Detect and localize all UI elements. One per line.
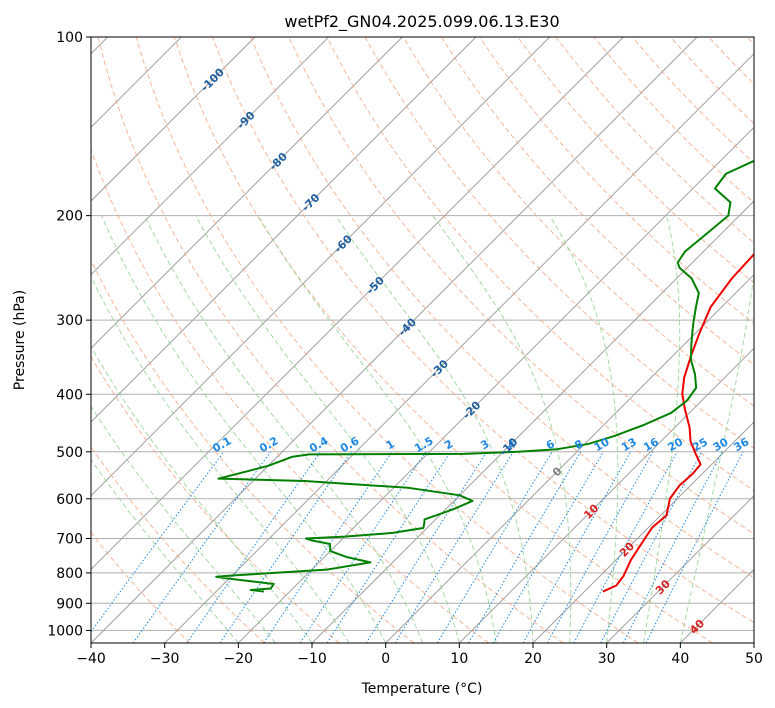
y-tick-label: 500 [56,445,83,461]
x-tick-label: 30 [598,651,616,667]
mixing-ratio-line [326,451,451,643]
x-tick-label: −10 [297,651,327,667]
isotherm-line [91,37,477,423]
dry-adiabat [91,258,415,643]
x-tick-label: 50 [745,651,763,667]
mixing-ratio-line [645,451,744,643]
y-tick-label: 900 [56,596,83,612]
axis-ticks: −40 −30 −20 −10 0 10 20 30 40 50 100 200 300 400 500 60… [47,30,763,667]
y-tick-label: 700 [56,532,83,548]
x-tick-label: −40 [76,651,106,667]
mixing-ratio-line [299,451,427,643]
dry-adiabat [97,37,564,643]
dry-adiabat [250,37,754,579]
background-lines [91,37,754,643]
y-tick-label: 300 [56,313,83,329]
mixing-ratio-line [91,451,225,633]
mixing-ratio-line [365,451,488,643]
plot-frame [90,36,755,644]
mixing-ratio-line [263,451,393,643]
mixing-ratio-line [622,451,723,643]
moist-adiabat [101,215,387,643]
moist-adiabat [91,458,239,643]
mixing-ratio-line [573,451,678,643]
moist-adiabat [144,215,423,643]
y-tick-label: 400 [56,387,83,403]
mixing-ratio-line [546,451,654,643]
dry-adiabat [91,148,489,643]
profile-lines [215,159,754,593]
isotherm-line [237,126,754,643]
dry-adiabat [135,37,639,643]
isotherm-line [532,421,754,643]
dry-adiabat [326,37,754,492]
isotherm-line [606,494,754,643]
isotherm-line [91,37,624,571]
x-tick-label: −20 [224,651,254,667]
isotherm-line [385,273,754,643]
moist-adiabat [549,215,619,643]
moist-adiabat [432,215,572,643]
mixing-ratio-line [132,451,272,643]
isotherm-line [91,37,403,350]
y-tick-label: 1000 [47,623,83,639]
moist-adiabat [195,215,460,643]
mixing-ratio-line [219,451,352,643]
chart-title: wetPf2_GN04.2025.099.06.13.E30 [284,12,559,32]
mixing-ratio-line [186,451,321,643]
isotherm-line [91,37,551,497]
mixing-ratio-line [394,451,514,643]
temperature-profile-line [602,252,754,593]
isotherm-line [164,52,754,643]
x-tick-label: −30 [150,651,180,667]
x-tick-label: 40 [671,651,689,667]
mixing-ratio-line [436,451,553,643]
isotherm-line [458,347,754,643]
isotherm-line [91,37,330,276]
dry-adiabat [212,37,754,624]
dry-adiabat [402,37,754,407]
moist-adiabat [643,215,681,643]
moist-adiabat [679,270,754,643]
isotherm-line [91,37,256,202]
dry-adiabat [91,355,340,643]
x-tick-label: 20 [524,651,542,667]
dewpoint-profile-line [215,159,754,593]
moist-adiabat [91,275,350,643]
mixing-ratio-line [522,451,632,643]
x-tick-label: 0 [381,651,390,667]
mixing-ratio-line [600,451,703,643]
y-axis-label: Pressure (hPa) [12,290,28,390]
y-tick-label: 100 [56,30,83,46]
dry-adiabat [517,37,754,284]
dry-adiabat [91,531,191,643]
y-tick-label: 600 [56,492,83,508]
dry-adiabat [441,37,754,366]
x-tick-label: 10 [450,651,468,667]
moist-adiabat [257,215,497,643]
moist-adiabat [91,345,313,643]
dry-adiabat [91,445,265,643]
y-tick-label: 200 [56,209,83,225]
dry-adiabat [173,37,713,643]
x-axis-label: Temperature (°C) [361,681,483,697]
y-tick-label: 800 [56,566,83,582]
